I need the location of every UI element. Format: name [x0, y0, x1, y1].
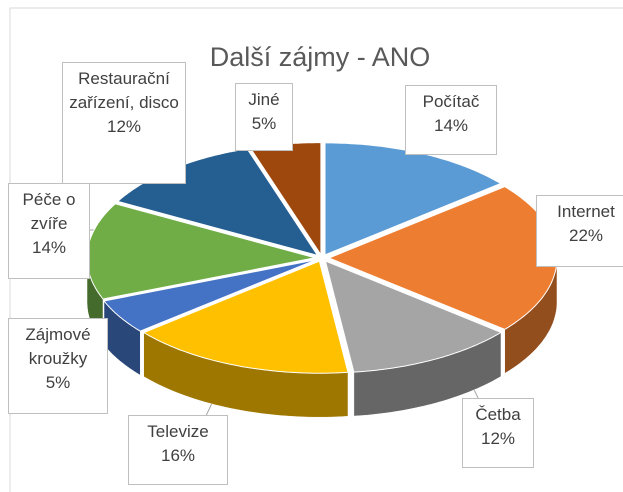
category-label: Televize	[147, 422, 209, 441]
category-label: Zájmové kroužky	[25, 325, 91, 368]
category-label: Restaurační zařízení, disco	[69, 69, 179, 112]
value-label: 5%	[45, 373, 71, 392]
data-label: Jiné 5%	[235, 83, 293, 151]
value-label: 14%	[433, 116, 469, 135]
data-label: Zájmové kroužky 5%	[8, 318, 108, 414]
value-label: 14%	[31, 238, 67, 257]
data-label: Počítač 14%	[405, 85, 497, 155]
value-label: 22%	[568, 226, 604, 245]
value-label: 16%	[160, 446, 196, 465]
value-label: 12%	[106, 117, 142, 136]
slice	[103, 259, 317, 332]
value-label: 12%	[480, 429, 516, 448]
data-label: Péče o zvíře 14%	[8, 183, 90, 279]
data-label: Televize 16%	[128, 415, 228, 485]
slice	[324, 260, 503, 373]
data-label: Četba 12%	[462, 398, 534, 468]
value-label: 5%	[251, 114, 277, 133]
category-label: Četba	[475, 405, 521, 424]
chart-title: Další zájmy - ANO	[209, 42, 431, 72]
slice-tops	[86, 142, 558, 374]
category-label: Jiné	[248, 90, 280, 109]
category-label: Internet	[557, 202, 615, 221]
data-label: Restaurační zařízení, disco 12%	[62, 62, 186, 184]
category-label: Péče o zvíře	[22, 190, 76, 233]
category-label: Počítač	[422, 92, 480, 111]
slice	[142, 260, 349, 374]
data-label: Internet 22%	[536, 195, 623, 267]
